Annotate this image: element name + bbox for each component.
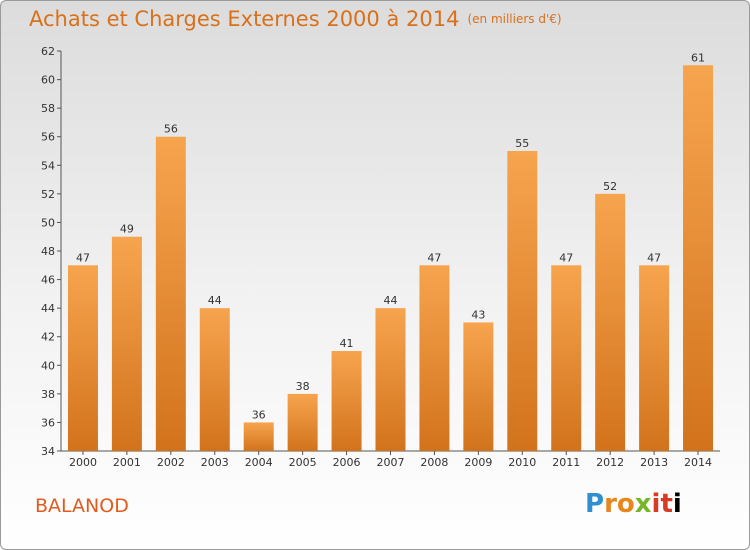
value-label: 41 — [340, 337, 354, 350]
y-tick-label: 42 — [41, 331, 55, 344]
x-tick-label: 2013 — [640, 456, 668, 469]
value-label: 47 — [427, 251, 441, 264]
value-label: 47 — [559, 251, 573, 264]
x-tick-label: 2002 — [157, 456, 185, 469]
x-tick-label: 2012 — [596, 456, 624, 469]
value-label: 52 — [603, 180, 617, 193]
bar-2009 — [463, 322, 494, 451]
bar-2013 — [639, 265, 670, 451]
y-tick-label: 62 — [41, 45, 55, 58]
x-tick-label: 2010 — [508, 456, 536, 469]
proxiti-logo[interactable]: Proxiti — [585, 489, 682, 519]
y-tick-label: 44 — [41, 302, 55, 315]
x-tick-label: 2003 — [201, 456, 229, 469]
y-tick-label: 52 — [41, 188, 55, 201]
bar-2003 — [199, 308, 230, 451]
bar-2010 — [507, 151, 538, 451]
x-tick-label: 2004 — [245, 456, 273, 469]
bar-2006 — [331, 351, 362, 451]
y-tick-label: 50 — [41, 216, 55, 229]
bar-2008 — [419, 265, 450, 451]
x-tick-label: 2005 — [289, 456, 317, 469]
y-tick-label: 38 — [41, 388, 55, 401]
logo-letter: P — [585, 489, 605, 519]
x-tick-label: 2006 — [333, 456, 361, 469]
y-tick-label: 56 — [41, 131, 55, 144]
bar-2001 — [111, 236, 142, 451]
bar-2004 — [243, 422, 274, 451]
value-label: 56 — [164, 123, 178, 136]
y-tick-label: 40 — [41, 359, 55, 372]
x-tick-label: 2007 — [377, 456, 405, 469]
x-tick-label: 2008 — [420, 456, 448, 469]
y-tick-label: 48 — [41, 245, 55, 258]
value-label: 47 — [647, 251, 661, 264]
y-tick-label: 34 — [41, 445, 55, 458]
logo-letter: i — [672, 489, 682, 519]
bar-2002 — [155, 136, 186, 451]
logo-letter: x — [634, 489, 652, 519]
x-tick-label: 2014 — [684, 456, 712, 469]
value-label: 44 — [208, 294, 222, 307]
value-label: 44 — [384, 294, 398, 307]
chart-unit: (en milliers d'€) — [467, 12, 562, 26]
x-tick-label: 2001 — [113, 456, 141, 469]
y-tick-label: 36 — [41, 416, 55, 429]
value-label: 55 — [515, 137, 529, 150]
x-tick-label: 2009 — [464, 456, 492, 469]
logo-letter: r — [604, 489, 617, 519]
logo-letter: o — [616, 489, 635, 519]
value-label: 36 — [252, 408, 266, 421]
value-label: 49 — [120, 223, 134, 236]
value-label: 38 — [296, 380, 310, 393]
bar-2005 — [287, 393, 318, 451]
bar-2012 — [595, 193, 626, 451]
bars: 47 49 56 44 36 38 41 44 47 43 55 47 52 47 61 — [67, 51, 714, 452]
axes: 34 36 38 40 42 44 46 48 50 52 54 56 58 60 62 2000 2001 20… — [41, 45, 720, 469]
logo-letter: t — [660, 489, 673, 519]
chart-title-text: Achats et Charges Externes 2000 à 2014 — [29, 7, 460, 31]
bar-2011 — [551, 265, 582, 451]
bar-2014 — [683, 65, 714, 452]
value-label: 47 — [76, 251, 90, 264]
x-tick-label: 2011 — [552, 456, 580, 469]
y-tick-label: 60 — [41, 74, 55, 87]
bar-2007 — [375, 308, 406, 451]
y-tick-label: 58 — [41, 102, 55, 115]
value-label: 43 — [471, 308, 485, 321]
y-tick-label: 46 — [41, 274, 55, 287]
bar-2000 — [67, 265, 98, 451]
x-tick-label: 2000 — [69, 456, 97, 469]
commune-name: BALANOD — [35, 495, 129, 517]
chart-title: Achats et Charges Externes 2000 à 2014 (e… — [29, 7, 562, 31]
y-tick-label: 54 — [41, 159, 55, 172]
logo-letter: i — [651, 489, 661, 519]
value-label: 61 — [691, 51, 705, 64]
